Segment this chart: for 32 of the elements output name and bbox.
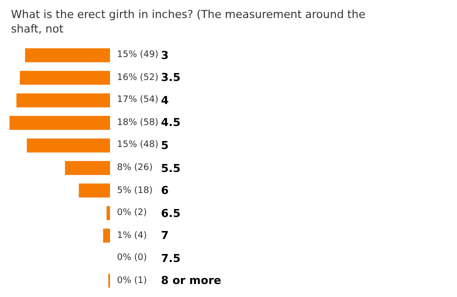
bar <box>20 70 110 85</box>
y-tick-label: 7 <box>161 229 169 242</box>
bar <box>103 228 110 243</box>
y-tick-label: 3.5 <box>161 71 180 84</box>
data-label: 18% (58) <box>117 118 158 128</box>
y-tick-label: 8 or more <box>161 274 222 287</box>
bar <box>78 184 110 198</box>
bar <box>106 206 110 220</box>
y-tick-label: 4 <box>161 94 169 107</box>
bar <box>64 161 110 175</box>
data-label: 0% (2) <box>117 208 147 218</box>
y-tick-label: 4.5 <box>161 116 180 129</box>
y-tick-label: 6 <box>161 184 169 197</box>
data-label: 0% (0) <box>117 253 147 263</box>
y-tick-label: 5 <box>161 139 169 152</box>
bar <box>26 138 110 152</box>
data-label: 1% (4) <box>117 231 147 241</box>
text: What is the erect girth in inches? (The measurement around the shaft, not <box>11 8 366 36</box>
data-label: 15% (49) <box>117 50 158 60</box>
y-tick-label: 5.5 <box>161 162 180 175</box>
data-label: 0% (1) <box>117 276 147 286</box>
data-label: 8% (26) <box>117 163 153 173</box>
bar <box>16 93 110 108</box>
data-label: 15% (48) <box>117 140 158 150</box>
data-label: 16% (52) <box>117 73 158 83</box>
data-label: 17% (54) <box>117 95 158 105</box>
y-tick-label: 6.5 <box>161 207 180 220</box>
y-tick-label: 3 <box>161 49 169 62</box>
bar <box>25 48 110 62</box>
bar <box>9 116 110 130</box>
y-tick-label: 7.5 <box>161 252 180 265</box>
data-label: 5% (18) <box>117 186 153 196</box>
